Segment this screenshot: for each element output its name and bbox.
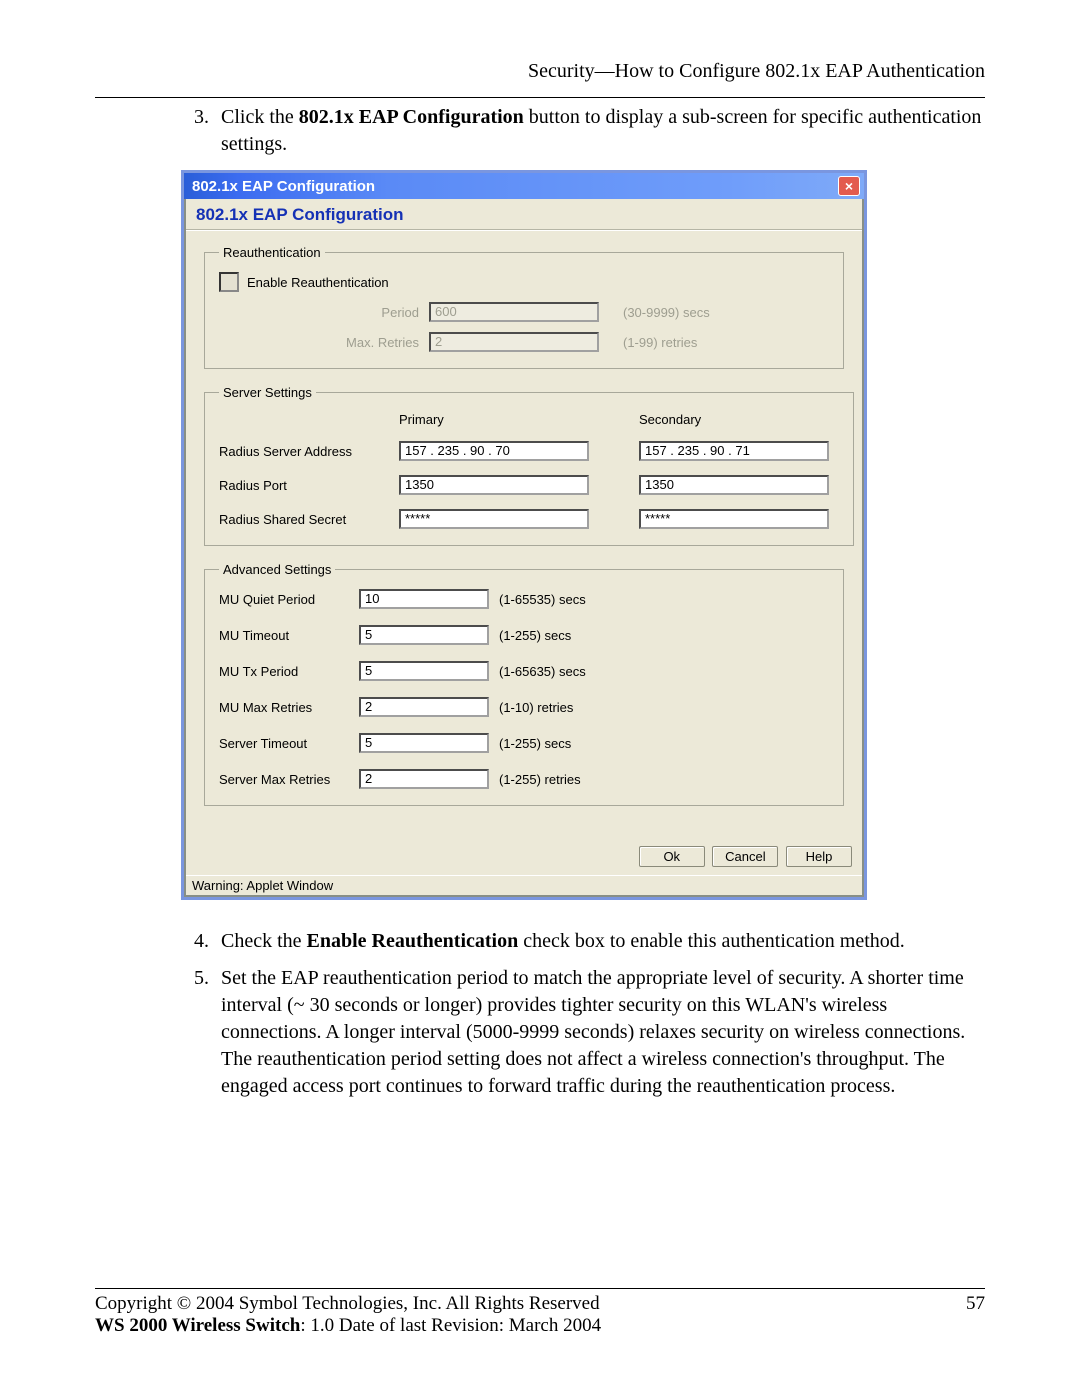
secondary-addr-input[interactable]: 157 . 235 . 90 . 71 xyxy=(639,441,829,461)
adv-quiet-hint: (1-65535) secs xyxy=(499,592,639,607)
step-4-num: 4. xyxy=(181,928,209,955)
dialog-heading: 802.1x EAP Configuration xyxy=(186,199,862,229)
adv-timeout-input[interactable]: 5 xyxy=(359,625,489,645)
step-3-num: 3. xyxy=(181,104,209,158)
advanced-fieldset: Advanced Settings MU Quiet Period 10 (1-… xyxy=(204,562,844,806)
adv-tx-label: MU Tx Period xyxy=(219,664,359,679)
header-rule xyxy=(95,97,985,98)
ok-button[interactable]: Ok xyxy=(639,846,705,867)
primary-port-input[interactable]: 1350 xyxy=(399,475,589,495)
footer-product-rest: : 1.0 Date of last Revision: March 2004 xyxy=(300,1315,601,1336)
adv-quiet-input[interactable]: 10 xyxy=(359,589,489,609)
adv-tx-input[interactable]: 5 xyxy=(359,661,489,681)
footer-page-number: 57 xyxy=(966,1293,985,1315)
maxretries-input[interactable]: 2 xyxy=(429,332,599,352)
row-port-label: Radius Port xyxy=(219,478,399,493)
titlebar: 802.1x EAP Configuration × xyxy=(184,173,864,199)
step-4-bold: Enable Reauthentication xyxy=(307,930,519,952)
period-label: Period xyxy=(219,305,429,320)
adv-maxret-input[interactable]: 2 xyxy=(359,697,489,717)
statusbar: Warning: Applet Window xyxy=(186,875,862,895)
step-4-post: check box to enable this authentication … xyxy=(518,930,905,952)
reauth-fieldset: Reauthentication Enable Reauthentication… xyxy=(204,245,844,369)
reauth-legend: Reauthentication xyxy=(219,245,325,260)
adv-tx-hint: (1-65635) secs xyxy=(499,664,639,679)
step-4: 4. Check the Enable Reauthentication che… xyxy=(181,928,985,955)
secondary-port-input[interactable]: 1350 xyxy=(639,475,829,495)
enable-reauth-checkbox[interactable] xyxy=(219,272,239,292)
step-4-pre: Check the xyxy=(221,930,307,952)
adv-sret-input[interactable]: 2 xyxy=(359,769,489,789)
titlebar-text: 802.1x EAP Configuration xyxy=(192,178,375,195)
col-primary: Primary xyxy=(399,412,599,427)
adv-stime-hint: (1-255) secs xyxy=(499,736,639,751)
server-fieldset: Server Settings Primary Secondary Radius… xyxy=(204,385,854,546)
adv-timeout-hint: (1-255) secs xyxy=(499,628,639,643)
help-button[interactable]: Help xyxy=(786,846,852,867)
step-3: 3. Click the 802.1x EAP Configuration bu… xyxy=(181,104,985,158)
footer-rule xyxy=(95,1288,985,1289)
cancel-button[interactable]: Cancel xyxy=(712,846,778,867)
period-hint: (30-9999) secs xyxy=(599,305,710,320)
adv-sret-label: Server Max Retries xyxy=(219,772,359,787)
primary-secret-input[interactable]: ***** xyxy=(399,509,589,529)
advanced-legend: Advanced Settings xyxy=(219,562,335,577)
maxretries-label: Max. Retries xyxy=(219,335,429,350)
close-icon[interactable]: × xyxy=(838,176,860,196)
eap-config-dialog: 802.1x EAP Configuration × 802.1x EAP Co… xyxy=(181,170,867,900)
page-header: Security—How to Configure 802.1x EAP Aut… xyxy=(95,60,985,83)
adv-quiet-label: MU Quiet Period xyxy=(219,592,359,607)
footer-copyright: Copyright © 2004 Symbol Technologies, In… xyxy=(95,1293,600,1314)
step-5-num: 5. xyxy=(181,965,209,1100)
adv-stime-input[interactable]: 5 xyxy=(359,733,489,753)
step-5-text: Set the EAP reauthentication period to m… xyxy=(221,965,985,1100)
step-3-pre: Click the xyxy=(221,106,299,128)
adv-maxret-hint: (1-10) retries xyxy=(499,700,639,715)
footer-product-bold: WS 2000 Wireless Switch xyxy=(95,1315,300,1336)
maxretries-hint: (1-99) retries xyxy=(599,335,697,350)
period-input[interactable]: 600 xyxy=(429,302,599,322)
step-3-bold: 802.1x EAP Configuration xyxy=(299,106,524,128)
enable-reauth-label: Enable Reauthentication xyxy=(247,275,389,290)
adv-timeout-label: MU Timeout xyxy=(219,628,359,643)
primary-addr-input[interactable]: 157 . 235 . 90 . 70 xyxy=(399,441,589,461)
adv-sret-hint: (1-255) retries xyxy=(499,772,639,787)
adv-stime-label: Server Timeout xyxy=(219,736,359,751)
adv-maxret-label: MU Max Retries xyxy=(219,700,359,715)
row-addr-label: Radius Server Address xyxy=(219,444,399,459)
step-5: 5. Set the EAP reauthentication period t… xyxy=(181,965,985,1100)
secondary-secret-input[interactable]: ***** xyxy=(639,509,829,529)
col-secondary: Secondary xyxy=(639,412,839,427)
server-legend: Server Settings xyxy=(219,385,316,400)
row-secret-label: Radius Shared Secret xyxy=(219,512,399,527)
